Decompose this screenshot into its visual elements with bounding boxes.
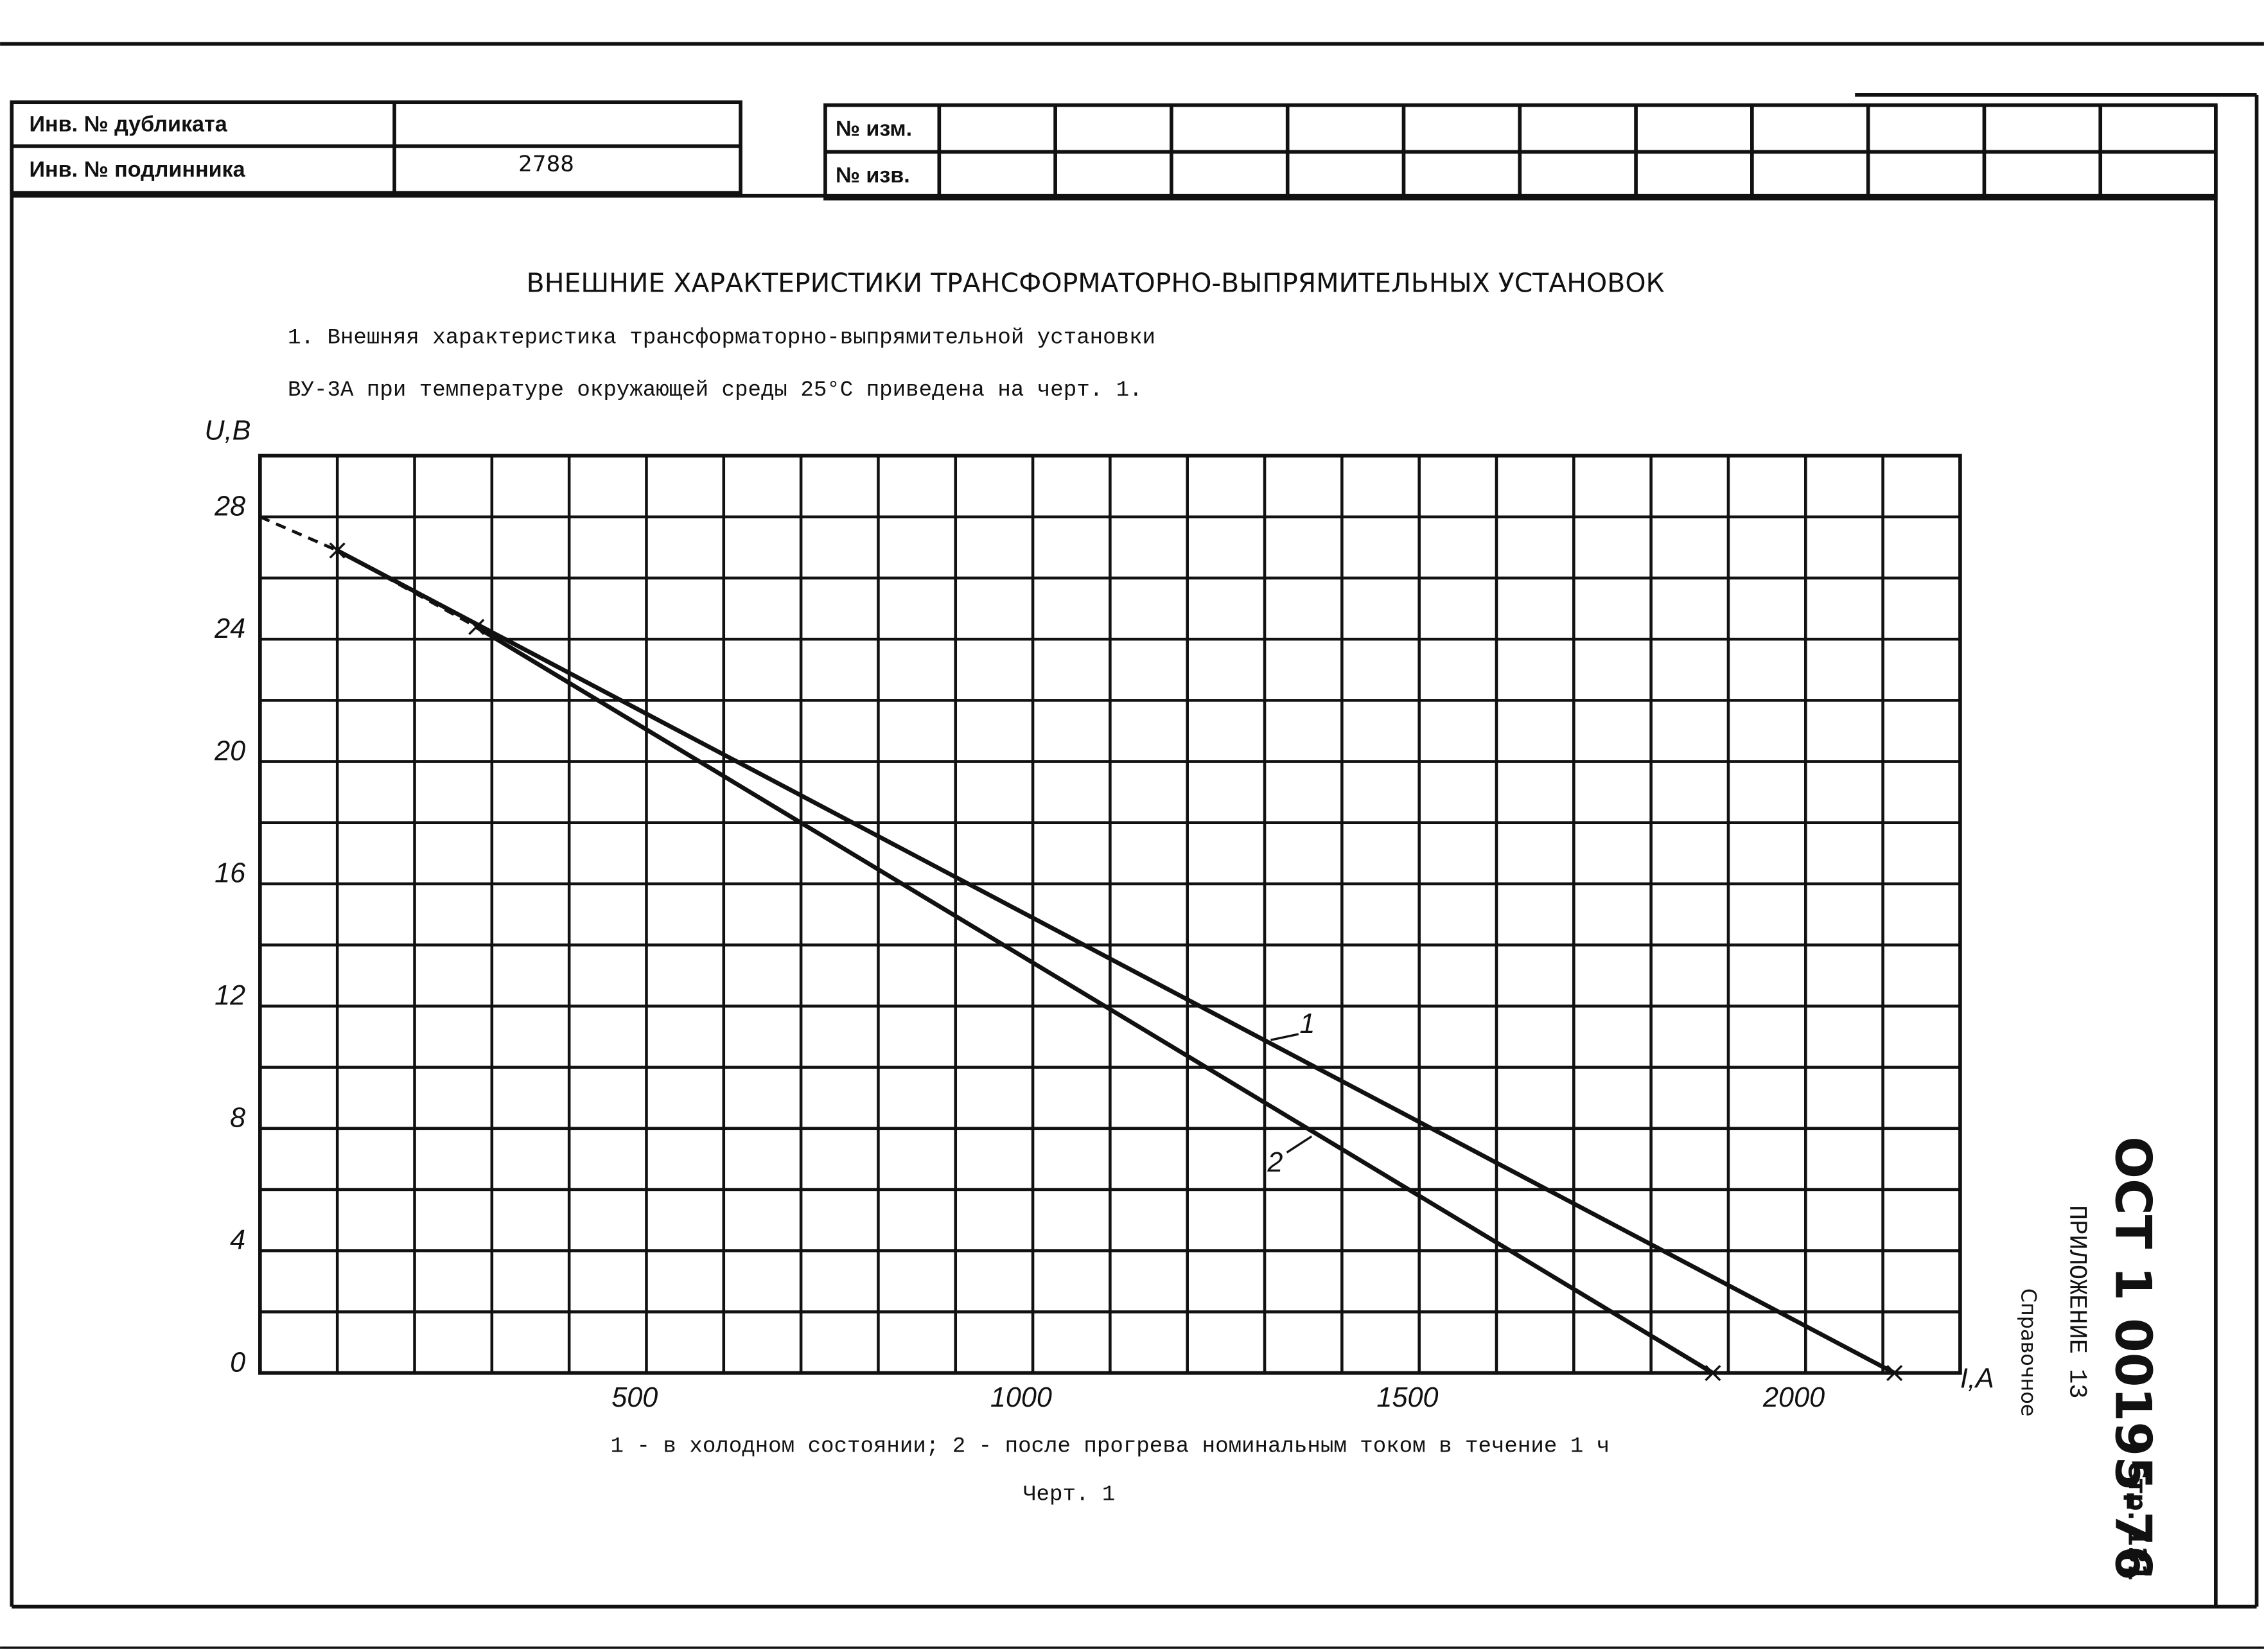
label-leader [1270,1033,1299,1041]
series-line [336,549,1896,1375]
changes-table: № изм. № изв. [823,103,2218,201]
series-label: 1 [1299,1008,1315,1039]
y-tick-label: 16 [215,858,246,889]
series-line [337,549,477,629]
paragraph-line: ВУ-3А при температуре окружающей среды 2… [288,378,1142,403]
y-tick-label: 8 [230,1103,245,1134]
y-axis-label: U,B [204,416,250,446]
standard-number: ОСТ 1 00195-76 [2104,1136,2162,1580]
header-label: Инв. № подлинника [30,157,246,182]
header-value: 2788 [518,151,574,177]
header-table: Инв. № дубликата Инв. № подлинника 2788 [10,100,742,195]
series-line [259,515,338,552]
page-number: Стр. 131 [2122,1461,2151,1581]
x-tick-label: 2000 [1762,1382,1825,1413]
x-axis-label: I,A [1960,1363,1994,1394]
title: ВНЕШНИЕ ХАРАКТЕРИСТИКИ ТРАНСФОРМАТОРНО-В… [527,267,1665,298]
y-tick-label: 12 [215,980,245,1011]
plot-frame [258,453,1962,1375]
figure-label: Черт. 1 [1023,1482,1115,1507]
appendix: ПРИЛОЖЕНИЕ 13 [2063,1205,2091,1398]
changes-label: № изв. [836,163,910,188]
label-leader [1286,1135,1313,1154]
x-tick-label: 1000 [990,1382,1052,1413]
status: Справочное [2017,1288,2041,1417]
series-line [475,625,1714,1375]
y-tick-label: 24 [214,613,245,644]
page-frame [0,42,2264,1649]
x-tick-label: 500 [611,1382,658,1413]
y-tick-label: 0 [230,1347,245,1378]
x-tick-label: 1500 [1376,1382,1438,1413]
header-label: Инв. № дубликата [30,112,228,137]
y-tick-label: 28 [214,491,245,522]
y-tick-label: 20 [214,735,245,766]
changes-label: № изм. [836,116,912,141]
series-label: 2 [1267,1147,1283,1178]
paragraph-line: 1. Внешняя характеристика трансформаторн… [288,326,1155,350]
chart-caption: 1 - в холодном состоянии; 2 - после прог… [611,1434,1610,1459]
y-tick-label: 4 [230,1225,245,1256]
